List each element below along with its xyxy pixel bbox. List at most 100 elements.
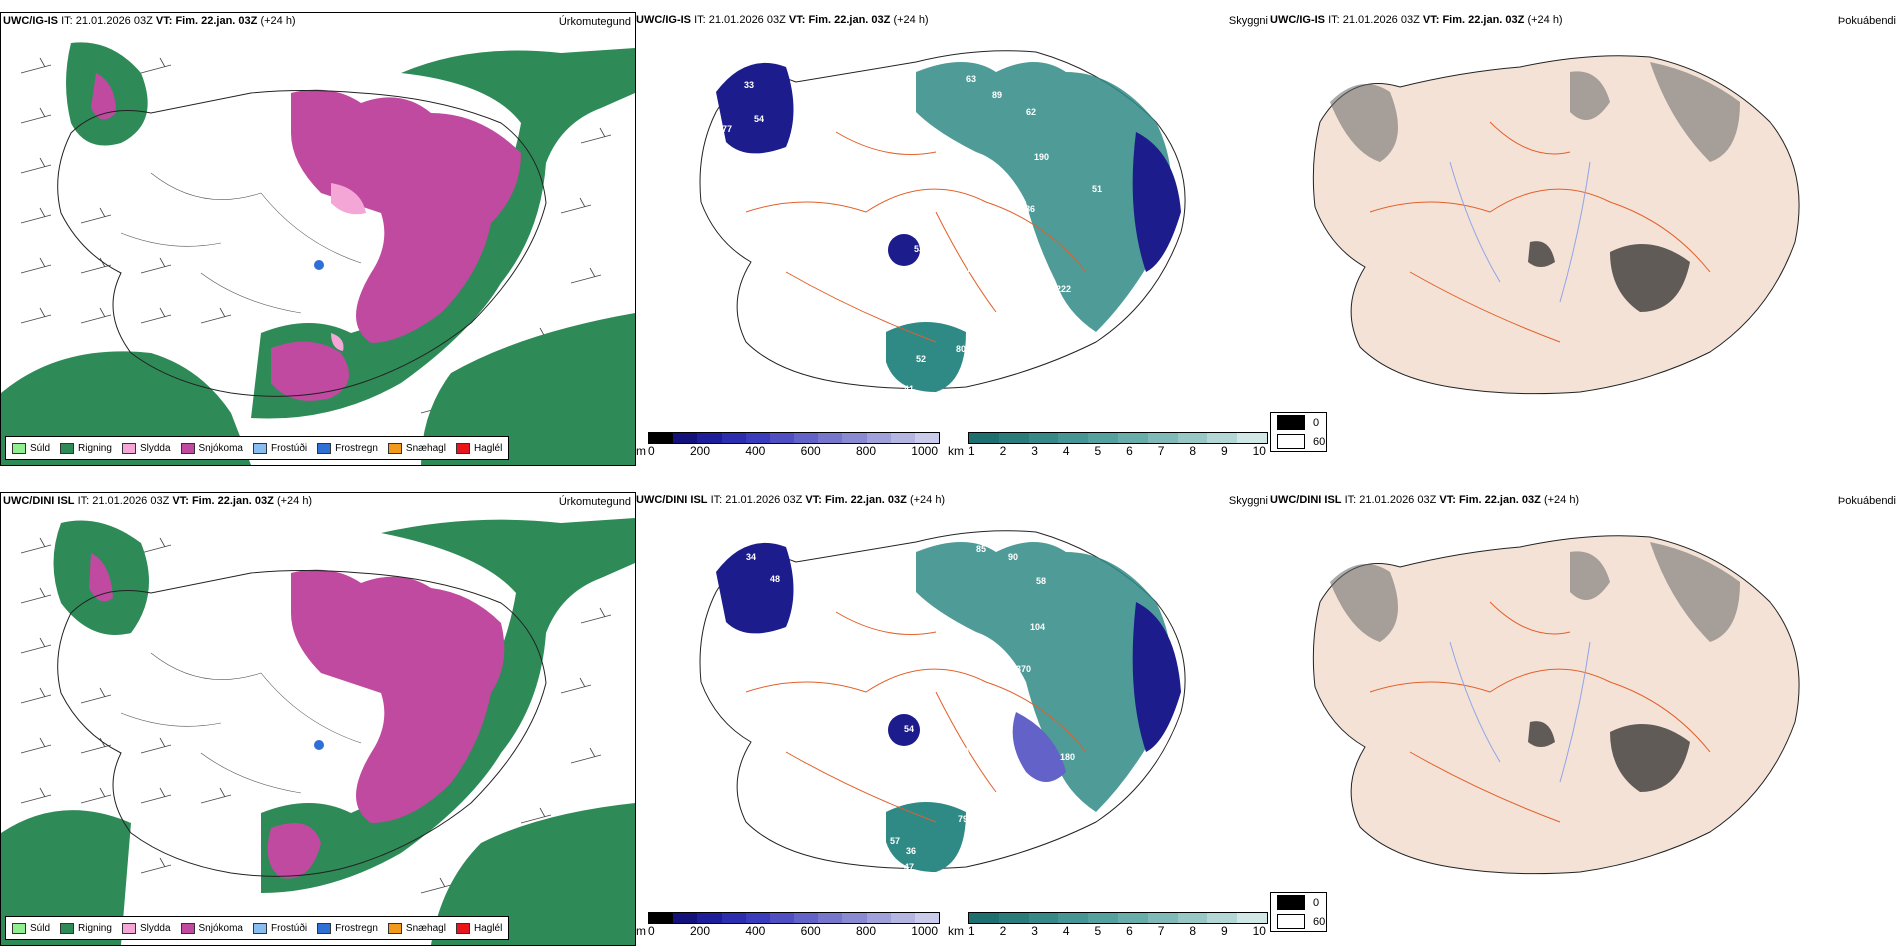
svg-text:104: 104 bbox=[1030, 622, 1045, 632]
colorbar-tick: 400 bbox=[745, 924, 766, 938]
colorbar-tick: 3 bbox=[1031, 444, 1038, 458]
svg-text:36: 36 bbox=[906, 846, 916, 856]
svg-text:58: 58 bbox=[1036, 576, 1046, 586]
snow-area bbox=[291, 89, 521, 344]
colorbar-swatch bbox=[721, 433, 746, 443]
legend-item: Frostúði bbox=[252, 442, 307, 454]
colorbar-swatch bbox=[1058, 433, 1089, 443]
svg-text:85: 85 bbox=[976, 544, 986, 554]
svg-text:67: 67 bbox=[980, 684, 990, 694]
colorbar-tick: 4 bbox=[1062, 444, 1070, 458]
fog-shading bbox=[1528, 721, 1690, 792]
svg-text:370: 370 bbox=[1016, 664, 1031, 674]
fog-map-1 bbox=[1312, 55, 1800, 395]
roads bbox=[1369, 121, 1711, 343]
visibility-area bbox=[1012, 712, 1066, 782]
legend-item: Snæhagl bbox=[387, 442, 446, 454]
colorbar-swatch bbox=[890, 433, 915, 443]
svg-text:63: 63 bbox=[966, 74, 976, 84]
colorbar-swatch bbox=[1117, 913, 1148, 923]
colorbar-tick: 10 bbox=[1252, 444, 1266, 458]
svg-text:77: 77 bbox=[722, 124, 732, 134]
colorbar-swatch bbox=[969, 913, 999, 923]
panel-label: Þokuábendi bbox=[1837, 15, 1896, 27]
height-colorbar: m 0 200 400 600 800 1000 bbox=[636, 432, 946, 462]
svg-text:163: 163 bbox=[992, 748, 1007, 758]
svg-text:94: 94 bbox=[1010, 292, 1020, 302]
panel-label: Úrkomutegund bbox=[558, 496, 631, 508]
visibility-area bbox=[886, 322, 966, 392]
fog-shading bbox=[1330, 62, 1740, 162]
svg-text:63: 63 bbox=[974, 234, 984, 244]
colorbar-tick: 5 bbox=[1094, 924, 1102, 938]
colorbar-swatch bbox=[1147, 913, 1178, 923]
legend-item: Frostregn bbox=[317, 442, 378, 454]
legend-item: Rigning bbox=[60, 442, 112, 454]
colorbar-tick: 600 bbox=[800, 444, 821, 458]
roads bbox=[1369, 601, 1711, 823]
colorbar-swatch bbox=[1058, 913, 1089, 923]
svg-text:41: 41 bbox=[904, 384, 914, 394]
colorbar-swatch bbox=[1088, 433, 1118, 443]
colorbar-swatch bbox=[649, 433, 674, 443]
colorbar-tick: 4 bbox=[1062, 924, 1070, 938]
colorbar-tick: 3 bbox=[1031, 924, 1038, 938]
colorbar-tick: 9 bbox=[1221, 444, 1228, 458]
colorbar-tick: 1000 bbox=[911, 924, 938, 938]
sleet-area bbox=[331, 183, 366, 351]
colorbar-tick: 6 bbox=[1126, 924, 1133, 938]
iceland-outline bbox=[57, 570, 547, 877]
svg-text:33: 33 bbox=[744, 80, 754, 90]
svg-text:62: 62 bbox=[1026, 107, 1036, 117]
precip-labels: 69 59 34 48 85 90 58 104 370 67 780 54 214 163 180 792 4… bbox=[718, 536, 1075, 872]
svg-text:53: 53 bbox=[914, 244, 924, 254]
precip-type-panel-2: UWC/DINI ISL IT: 21.01.2026 03Z VT: Fim.… bbox=[0, 492, 636, 946]
colorbar-swatch bbox=[769, 913, 795, 923]
svg-text:34: 34 bbox=[746, 552, 756, 562]
visibility-map-2: 69 59 34 48 85 90 58 104 370 67 780 54 214 163 180 792 4… bbox=[699, 530, 1186, 872]
legend-item: Frostregn bbox=[317, 922, 378, 934]
svg-text:59: 59 bbox=[718, 550, 728, 560]
legend-item: Snjókoma bbox=[180, 442, 243, 454]
colorbar-swatch bbox=[794, 913, 819, 923]
legend-item: Snæhagl bbox=[387, 922, 446, 934]
legend-item: Rigning bbox=[60, 922, 112, 934]
snow-area bbox=[89, 553, 113, 602]
colorbar-tick: 8 bbox=[1189, 444, 1197, 458]
svg-text:89: 89 bbox=[992, 90, 1002, 100]
svg-text:51: 51 bbox=[1092, 184, 1102, 194]
colorbar-swatch bbox=[745, 433, 770, 443]
colorbar-swatch bbox=[673, 913, 698, 923]
colorbar-swatch bbox=[1088, 913, 1118, 923]
precip-type-map-2 bbox=[1, 518, 635, 945]
colorbar-swatch bbox=[998, 913, 1029, 923]
fog-legend: 0 60 bbox=[1270, 892, 1327, 932]
visibility-area bbox=[886, 802, 966, 872]
rain-area bbox=[421, 313, 635, 465]
colorbar-tick: 10 bbox=[1252, 924, 1266, 938]
colorbar-swatch bbox=[745, 913, 770, 923]
colorbar-tick: 7 bbox=[1157, 924, 1165, 938]
colorbar-swatch bbox=[1237, 913, 1267, 923]
svg-text:180: 180 bbox=[1060, 752, 1075, 762]
svg-text:47: 47 bbox=[904, 862, 914, 872]
colorbar-swatch bbox=[866, 913, 891, 923]
visibility-panel-1: 73 33 54 77 63 89 62 190 486 63 53 102 94 965 222 51 52 4… bbox=[636, 12, 1270, 464]
precip-legend: Súld Rigning Slydda Snjókoma Frostúði Fr… bbox=[5, 436, 510, 460]
snow-area bbox=[91, 73, 116, 120]
iceland-outline bbox=[57, 90, 547, 397]
svg-text:49: 49 bbox=[1004, 824, 1014, 834]
colorbar-tick: 400 bbox=[745, 444, 766, 458]
panel-label: Úrkomutegund bbox=[558, 16, 631, 28]
colorbar-tick: 0 bbox=[648, 444, 655, 458]
colorbar-swatch bbox=[914, 433, 940, 443]
snow-area bbox=[291, 569, 505, 823]
svg-text:73: 73 bbox=[732, 59, 742, 69]
colorbar-swatch bbox=[1147, 433, 1178, 443]
precip-type-map-1 bbox=[1, 42, 635, 465]
visibility-area bbox=[916, 542, 1172, 812]
svg-text:52: 52 bbox=[916, 354, 926, 364]
colorbar-swatch bbox=[969, 433, 999, 443]
snow-area bbox=[271, 341, 349, 401]
svg-text:102: 102 bbox=[966, 264, 981, 274]
